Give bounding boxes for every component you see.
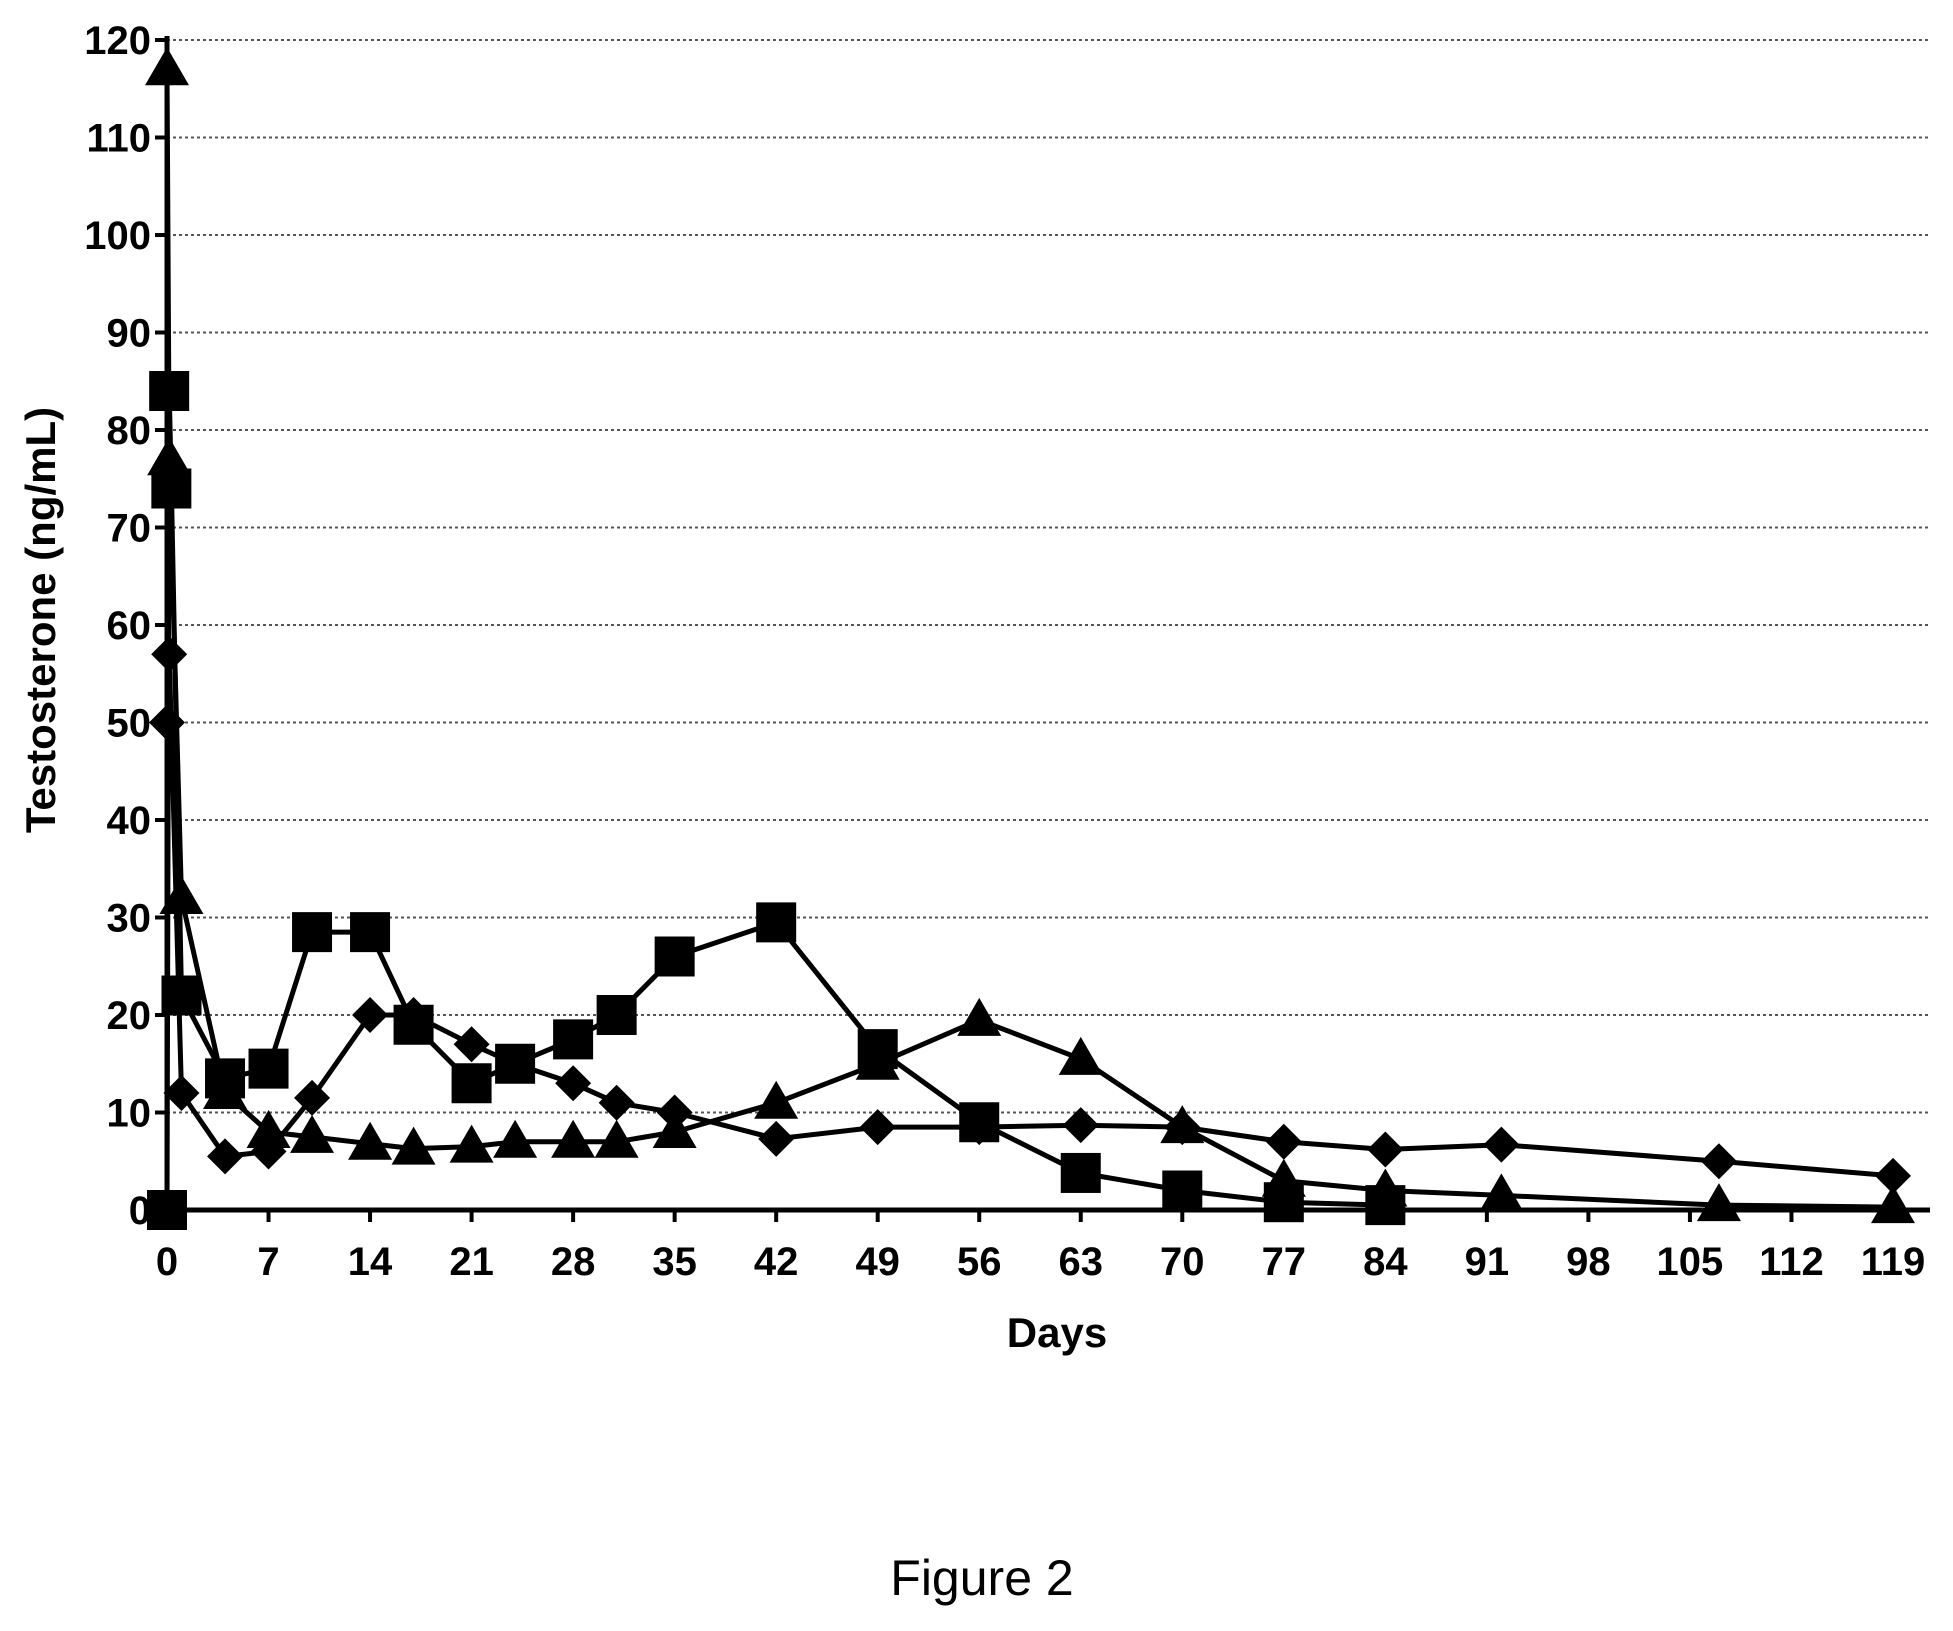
square-marker	[292, 912, 333, 953]
x-tick-label: 98	[1566, 1240, 1611, 1284]
y-tick-label: 50	[107, 702, 152, 746]
square-marker	[1060, 1152, 1101, 1193]
x-tick-label: 63	[1059, 1240, 1104, 1284]
triangle-marker	[594, 1119, 639, 1158]
triangle-marker	[1696, 1183, 1741, 1222]
x-tick-label: 119	[1861, 1240, 1926, 1284]
x-tick-label: 70	[1160, 1240, 1205, 1284]
triangle-marker	[957, 997, 1002, 1036]
x-tick-label: 42	[754, 1240, 799, 1284]
y-axis-title: Testosterone (ng/mL)	[17, 407, 64, 833]
x-tick-label: 7	[257, 1240, 279, 1284]
x-tick-label: 49	[855, 1240, 900, 1284]
triangle-marker	[246, 1110, 291, 1148]
diamond-marker	[555, 1065, 592, 1102]
triangle-marker	[1363, 1168, 1408, 1207]
triangle-marker	[493, 1119, 538, 1158]
triangle-marker	[348, 1121, 393, 1160]
diamond-marker	[758, 1120, 795, 1157]
diamond-marker	[1874, 1157, 1911, 1194]
square-marker	[596, 995, 637, 1035]
x-tick-label: 105	[1657, 1240, 1724, 1284]
x-tick-label: 112	[1759, 1240, 1824, 1284]
diamond-marker	[1367, 1131, 1404, 1168]
square-marker	[147, 1190, 187, 1230]
square-marker	[248, 1048, 289, 1089]
y-tick-label: 120	[84, 19, 151, 63]
data-series	[145, 47, 1915, 1230]
diamond-marker	[1483, 1126, 1520, 1163]
x-tick-label: 77	[1262, 1240, 1307, 1284]
x-tick-label: 21	[449, 1240, 494, 1284]
diamond-marker	[859, 1109, 896, 1146]
diamond-marker	[1265, 1123, 1302, 1160]
diamond-marker	[1062, 1107, 1099, 1144]
triangle-marker	[652, 1110, 697, 1148]
x-tick-label: 0	[156, 1240, 178, 1284]
triangle-marker	[147, 437, 192, 476]
diamond-marker	[1700, 1143, 1737, 1180]
x-tick-label: 91	[1465, 1240, 1510, 1284]
y-tick-label: 90	[107, 312, 152, 356]
y-tick-label: 20	[107, 994, 152, 1038]
diamond-marker	[294, 1079, 331, 1116]
y-tick-label: 100	[84, 214, 151, 258]
square-marker	[553, 1019, 594, 1060]
y-tick-label: 60	[107, 604, 152, 648]
diamond-marker	[453, 1026, 490, 1063]
x-axis-title: Days	[1007, 1309, 1107, 1356]
square-marker	[495, 1043, 536, 1084]
square-marker	[393, 1004, 434, 1045]
triangle-marker	[290, 1114, 335, 1153]
x-tick-label: 84	[1363, 1240, 1408, 1284]
tick-labels: 0 10 20 30 40 50 60 70 80 90 100 110 120 0 7 14 21 28 35 42…	[84, 19, 1925, 1284]
triangle-marker	[449, 1124, 494, 1163]
y-tick-label: 80	[107, 409, 152, 453]
square-marker	[1162, 1170, 1203, 1211]
triangle-marker	[1058, 1036, 1103, 1075]
y-tick-label: 30	[107, 897, 152, 941]
series-line-diamond	[164, 651, 1894, 1179]
y-tick-label: 40	[107, 799, 152, 843]
series-triangle	[145, 47, 1915, 1224]
triangle-marker	[1870, 1185, 1915, 1224]
y-tick-label: 110	[86, 117, 151, 161]
square-marker	[959, 1102, 1000, 1143]
y-tick-label: 0	[129, 1189, 151, 1233]
triangle-marker	[159, 876, 204, 914]
series-diamond	[149, 636, 1911, 1194]
square-marker	[350, 912, 391, 953]
triangle-marker	[1479, 1173, 1524, 1212]
square-marker	[161, 975, 202, 1016]
diamond-marker	[598, 1084, 635, 1121]
diamond-marker	[207, 1138, 244, 1175]
y-tick-label: 10	[107, 1092, 152, 1136]
x-tick-label: 56	[957, 1240, 1002, 1284]
x-tick-label: 14	[348, 1240, 393, 1284]
x-tick-label: 28	[551, 1240, 596, 1284]
triangle-marker	[391, 1126, 436, 1165]
x-tick-label: 35	[652, 1240, 697, 1284]
square-marker	[756, 902, 797, 943]
square-marker	[654, 936, 695, 977]
triangle-marker	[855, 1041, 900, 1080]
triangle-marker	[754, 1080, 799, 1119]
triangle-marker	[551, 1119, 596, 1158]
triangle-marker	[203, 1071, 248, 1109]
diamond-marker	[352, 997, 389, 1033]
triangle-marker	[1261, 1158, 1306, 1197]
square-marker	[451, 1063, 492, 1104]
figure-caption: Figure 2	[890, 1550, 1073, 1606]
gridlines	[167, 39, 1930, 1114]
triangle-marker	[145, 47, 189, 86]
triangle-marker	[1160, 1105, 1205, 1144]
y-tick-label: 70	[107, 507, 152, 551]
diamond-marker	[163, 1075, 200, 1111]
